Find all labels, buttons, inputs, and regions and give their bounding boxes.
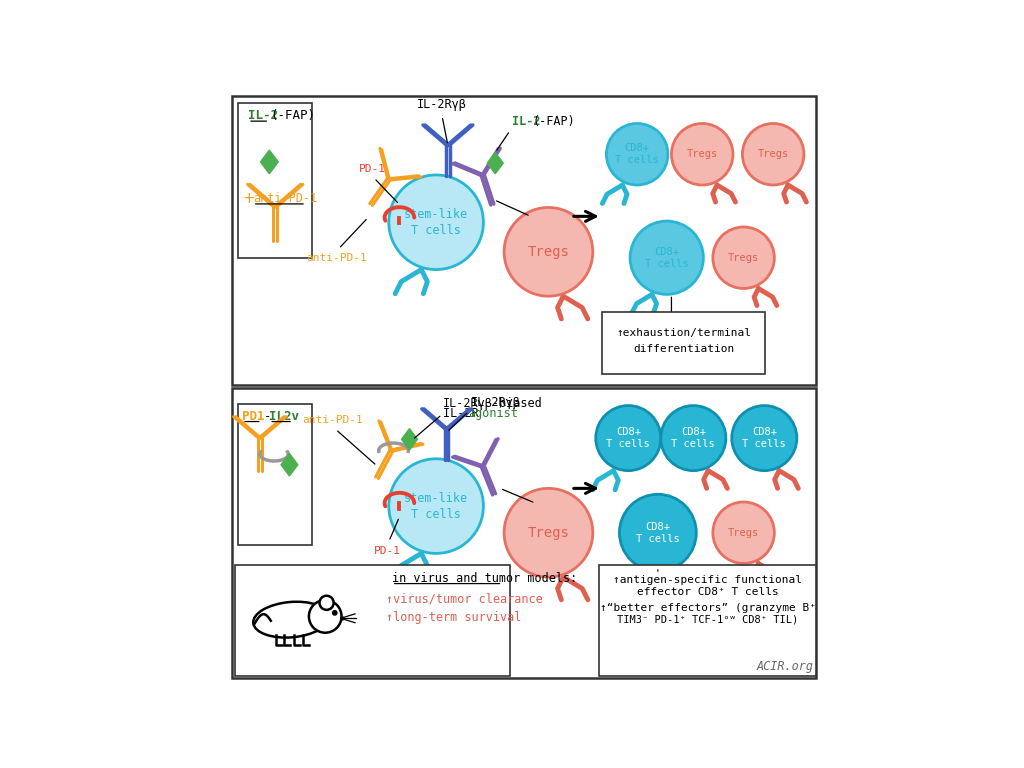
Text: IL-2Rγβ: IL-2Rγβ (417, 98, 467, 111)
Text: ↑exhaustion/terminal: ↑exhaustion/terminal (616, 328, 752, 338)
Circle shape (504, 207, 593, 296)
Circle shape (319, 596, 334, 610)
Text: TIM3⁻ PD-1⁺ TCF-1ᵒʷ CD8⁺ TIL): TIM3⁻ PD-1⁺ TCF-1ᵒʷ CD8⁺ TIL) (616, 614, 798, 624)
Text: ↑antigen-specific functional: ↑antigen-specific functional (613, 575, 802, 585)
Text: CD8+
T cells: CD8+ T cells (615, 143, 659, 165)
Text: Tregs: Tregs (527, 526, 569, 540)
Circle shape (606, 124, 668, 185)
Text: IL2v: IL2v (269, 409, 299, 422)
Circle shape (504, 488, 593, 577)
Circle shape (713, 502, 774, 564)
Text: anti-PD-1: anti-PD-1 (253, 192, 316, 205)
Text: Tregs: Tregs (758, 149, 788, 159)
Text: PD1: PD1 (242, 409, 264, 422)
Circle shape (389, 458, 483, 554)
Text: PD-1: PD-1 (358, 164, 386, 174)
Text: IL-2Rγβ-biased: IL-2Rγβ-biased (443, 397, 543, 410)
Text: stem-like
T cells: stem-like T cells (404, 492, 468, 521)
Text: (CD25): (CD25) (532, 224, 575, 237)
Circle shape (333, 611, 337, 615)
Polygon shape (260, 150, 279, 174)
Circle shape (309, 600, 342, 633)
Circle shape (596, 406, 660, 471)
Text: PD-1: PD-1 (374, 546, 401, 556)
Text: effector CD8⁺ T cells: effector CD8⁺ T cells (637, 587, 778, 597)
Text: CD8+
T cells: CD8+ T cells (636, 521, 680, 544)
Text: differentiation: differentiation (633, 344, 734, 354)
FancyBboxPatch shape (599, 564, 816, 676)
FancyBboxPatch shape (232, 388, 816, 677)
Circle shape (672, 124, 733, 185)
Circle shape (660, 406, 726, 471)
Text: IL-2Rγβ: IL-2Rγβ (470, 396, 520, 409)
Text: IL-2Rα: IL-2Rα (532, 211, 575, 224)
Text: in virus and tumor models:: in virus and tumor models: (392, 571, 577, 584)
Text: IL-2R: IL-2R (443, 407, 486, 420)
Circle shape (630, 221, 703, 294)
Text: ↑long-term survival: ↑long-term survival (386, 611, 521, 624)
FancyBboxPatch shape (238, 404, 312, 545)
Circle shape (742, 124, 804, 185)
Circle shape (732, 406, 797, 471)
FancyBboxPatch shape (238, 103, 312, 258)
Text: (-FAP): (-FAP) (532, 114, 575, 127)
Text: anti-PD-1: anti-PD-1 (306, 253, 368, 263)
Text: -: - (263, 409, 271, 422)
Text: (-FAP): (-FAP) (270, 109, 315, 122)
Circle shape (389, 175, 483, 270)
Ellipse shape (253, 602, 329, 637)
Text: Tregs: Tregs (686, 149, 718, 159)
Text: ACIR.org: ACIR.org (757, 660, 813, 673)
Text: anti-PD-1: anti-PD-1 (302, 415, 362, 425)
Circle shape (620, 495, 696, 571)
Text: Tregs: Tregs (527, 245, 569, 259)
Text: stem-like
T cells: stem-like T cells (404, 208, 468, 237)
Text: Tregs: Tregs (728, 253, 759, 263)
Text: CD8+
T cells: CD8+ T cells (606, 427, 650, 449)
Text: IL-2Rα: IL-2Rα (538, 498, 581, 511)
Text: IL-2: IL-2 (512, 114, 541, 127)
Text: ↑virus/tumor clearance: ↑virus/tumor clearance (386, 592, 543, 605)
FancyBboxPatch shape (602, 312, 766, 374)
Text: IL-2: IL-2 (248, 109, 279, 122)
Polygon shape (487, 153, 503, 174)
Text: agonist: agonist (469, 407, 518, 420)
Circle shape (713, 227, 774, 289)
Text: Tregs: Tregs (728, 528, 759, 538)
FancyBboxPatch shape (232, 96, 816, 385)
Polygon shape (401, 429, 418, 450)
FancyBboxPatch shape (236, 564, 510, 676)
Text: CD8+
T cells: CD8+ T cells (742, 427, 786, 449)
Text: +: + (242, 191, 255, 206)
Text: (CD25): (CD25) (538, 511, 581, 525)
Text: ↑“better effectors” (granzyme B⁺: ↑“better effectors” (granzyme B⁺ (599, 603, 815, 613)
Polygon shape (281, 453, 298, 476)
Text: CD8+
T cells: CD8+ T cells (672, 427, 715, 449)
Text: CD8+
T cells: CD8+ T cells (645, 247, 688, 269)
